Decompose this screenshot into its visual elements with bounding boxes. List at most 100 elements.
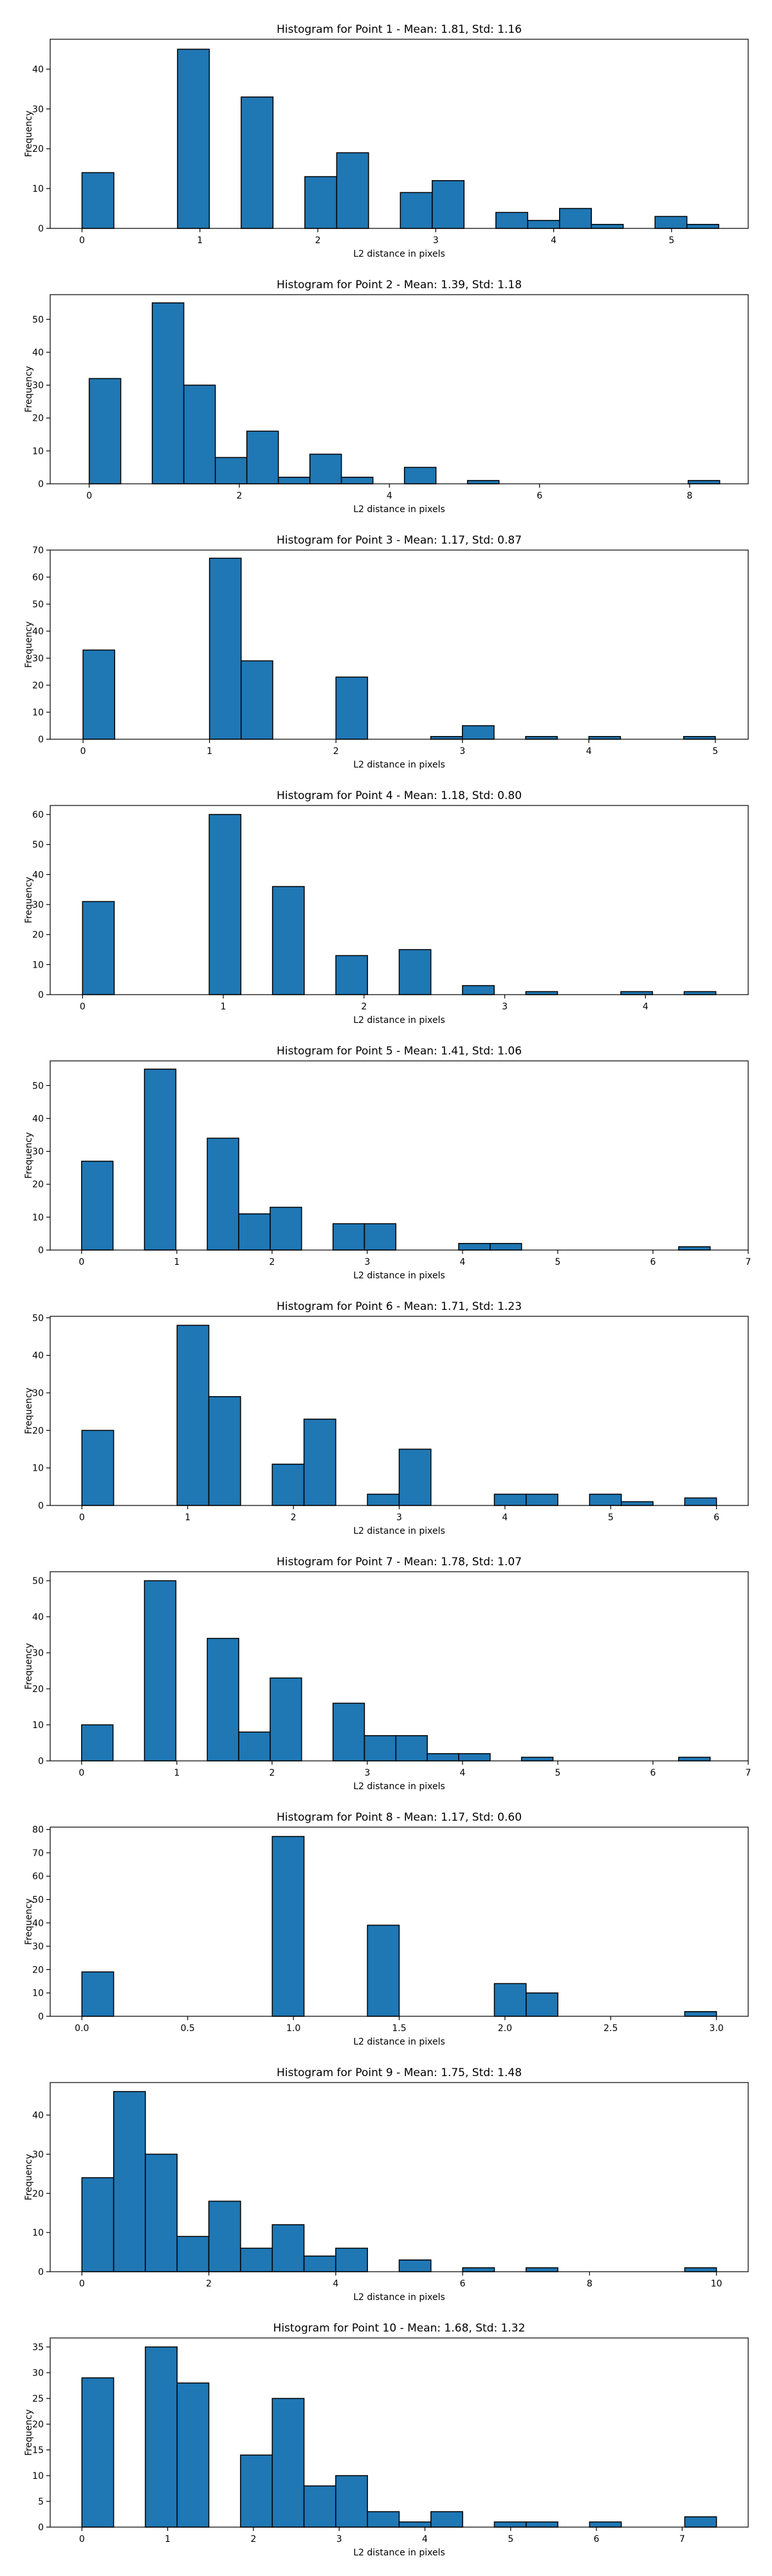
histogram-bar bbox=[432, 179, 465, 229]
histogram-bar bbox=[395, 1735, 428, 1762]
histogram-bar bbox=[559, 208, 592, 229]
histogram-bar bbox=[462, 985, 495, 995]
x-tick-label: 4 bbox=[586, 746, 592, 757]
x-tick-label: 6 bbox=[650, 1768, 656, 1778]
histogram-bar bbox=[398, 2259, 432, 2272]
y-tick-label: 70 bbox=[32, 546, 44, 556]
y-tick-label: 20 bbox=[32, 1684, 44, 1695]
histogram-bar bbox=[207, 1137, 239, 1251]
histogram-bar bbox=[526, 2521, 558, 2528]
x-tick-label: 3.0 bbox=[710, 2023, 724, 2034]
y-tick-label: 20 bbox=[32, 1180, 44, 1190]
x-tick-label: 1 bbox=[197, 235, 203, 246]
x-axis-label: L2 distance in pixels bbox=[353, 504, 445, 515]
y-tick-label: 0 bbox=[38, 1756, 44, 1767]
y-tick-label: 40 bbox=[32, 627, 44, 637]
histogram-bar bbox=[684, 2516, 717, 2528]
histogram-bar bbox=[241, 97, 274, 229]
y-tick-label: 20 bbox=[32, 681, 44, 691]
x-axis-label: L2 distance in pixels bbox=[353, 1526, 445, 1536]
histogram-bar bbox=[684, 2267, 717, 2272]
histogram-bar bbox=[81, 172, 115, 229]
histogram-bar bbox=[176, 2382, 210, 2528]
histogram-bar bbox=[335, 676, 369, 740]
x-tick-label: 2.0 bbox=[498, 2023, 512, 2034]
y-tick-label: 50 bbox=[32, 315, 44, 325]
histogram-bar bbox=[493, 1983, 527, 2017]
histogram-bar bbox=[684, 1497, 717, 1506]
histogram-bar bbox=[207, 1637, 239, 1762]
x-tick-label: 2 bbox=[250, 2534, 256, 2544]
histogram-bar bbox=[309, 454, 342, 484]
histogram-bar bbox=[526, 1493, 558, 1506]
x-tick-label: 6 bbox=[594, 2534, 600, 2544]
histogram-bar bbox=[462, 725, 495, 740]
histogram-bar bbox=[143, 1580, 177, 1762]
histogram-bar bbox=[495, 212, 529, 229]
x-tick-label: 0 bbox=[78, 1257, 84, 1267]
histogram-bar bbox=[493, 2521, 527, 2528]
y-tick-label: 25 bbox=[32, 2394, 44, 2404]
x-tick-label: 4 bbox=[459, 1257, 465, 1267]
histogram-bar bbox=[332, 1702, 365, 1762]
x-tick-label: 3 bbox=[364, 1257, 370, 1267]
x-tick-label: 4 bbox=[333, 2279, 338, 2289]
histogram-bar bbox=[678, 1756, 711, 1762]
histogram-bar bbox=[240, 2454, 273, 2528]
x-tick-label: 5 bbox=[508, 2534, 513, 2544]
x-tick-label: 2 bbox=[315, 235, 321, 246]
histogram-bar bbox=[303, 1419, 336, 1506]
histogram-bar bbox=[303, 2485, 336, 2528]
histogram-bar bbox=[430, 2511, 463, 2528]
histogram-bar bbox=[367, 1924, 400, 2017]
y-tick-label: 30 bbox=[32, 900, 44, 910]
y-tick-label: 15 bbox=[32, 2445, 44, 2456]
x-tick-label: 4 bbox=[387, 491, 392, 501]
y-tick-label: 50 bbox=[32, 1895, 44, 1906]
histogram-bar bbox=[493, 1493, 527, 1506]
axes-frame bbox=[50, 2337, 749, 2528]
histogram-bar bbox=[336, 152, 369, 229]
x-tick-label: 1 bbox=[185, 1513, 190, 1523]
histogram-bar bbox=[208, 557, 242, 740]
chart-title: Histogram for Point 3 - Mean: 1.17, Std:… bbox=[277, 534, 522, 547]
y-tick-label: 0 bbox=[38, 735, 44, 745]
x-tick-label: 2 bbox=[206, 2279, 212, 2289]
histogram-bar bbox=[81, 2177, 115, 2272]
x-axis-label: L2 distance in pixels bbox=[353, 2292, 445, 2303]
histogram-bar bbox=[145, 2346, 178, 2528]
histogram-bar bbox=[466, 480, 500, 484]
x-tick-label: 4 bbox=[502, 1513, 508, 1523]
chart-title: Histogram for Point 1 - Mean: 1.81, Std:… bbox=[277, 23, 522, 36]
x-tick-label: 6 bbox=[650, 1257, 656, 1267]
x-tick-label: 0 bbox=[80, 1002, 86, 1012]
histogram-bar bbox=[81, 1161, 114, 1251]
axes-frame bbox=[50, 1060, 749, 1251]
histogram-bar bbox=[683, 736, 716, 740]
histogram-bar bbox=[177, 48, 210, 229]
axes-frame bbox=[50, 294, 749, 484]
histogram-bar bbox=[271, 1464, 305, 1506]
y-tick-label: 50 bbox=[32, 1081, 44, 1091]
y-axis-label: Frequency bbox=[24, 1643, 34, 1689]
chart-title: Histogram for Point 9 - Mean: 1.75, Std:… bbox=[277, 2066, 522, 2079]
histogram-panel-2: 0 2 4 6 8 0 10 20 30 40 50 Histogram for Point 2 - … bbox=[24, 279, 749, 515]
histogram-bar bbox=[678, 1246, 711, 1251]
histogram-panel-7: 0 1 2 3 4 5 6 7 0 10 20 30 40 50 Histogram for Point 7… bbox=[24, 1556, 751, 1792]
histogram-bar bbox=[81, 2377, 115, 2528]
x-tick-label: 4 bbox=[422, 2534, 428, 2544]
x-tick-label: 0 bbox=[78, 1768, 84, 1778]
x-tick-label: 6 bbox=[713, 1513, 719, 1523]
y-tick-label: 10 bbox=[32, 184, 44, 194]
y-tick-label: 20 bbox=[32, 2420, 44, 2430]
histogram-bar bbox=[241, 660, 273, 740]
histogram-bar bbox=[398, 949, 432, 995]
histogram-bar bbox=[208, 1396, 241, 1506]
y-tick-label: 20 bbox=[32, 1426, 44, 1436]
y-tick-label: 30 bbox=[32, 2368, 44, 2378]
x-tick-label: 0 bbox=[80, 746, 86, 757]
histogram-bar bbox=[398, 1448, 432, 1506]
y-tick-label: 40 bbox=[32, 1918, 44, 1929]
